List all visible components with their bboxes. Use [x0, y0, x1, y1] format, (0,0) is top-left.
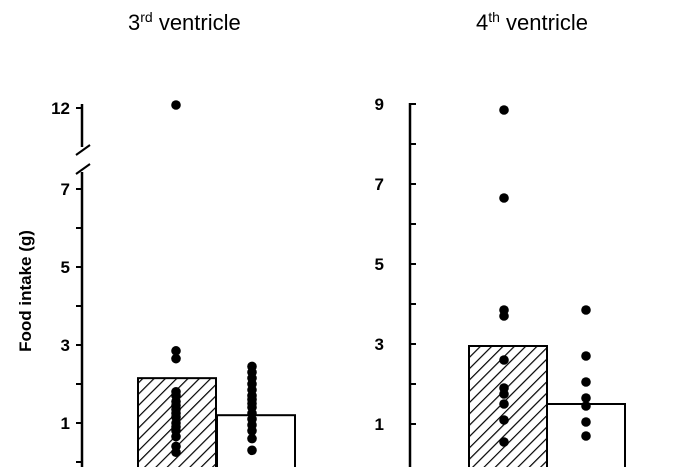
- data-point-open: [581, 377, 591, 387]
- y-tick-label-1: 1: [61, 414, 70, 433]
- y-tick-label-7: 7: [61, 180, 70, 199]
- y-axis-3rd: [75, 104, 91, 467]
- y-ticks-4th: [410, 103, 416, 425]
- y-axis-title: Food intake (g): [16, 230, 35, 352]
- points-3rd: [171, 100, 257, 458]
- data-point-open: [581, 393, 591, 403]
- data-point-hatched: [499, 415, 509, 425]
- y-ticks-3rd: [76, 107, 82, 463]
- data-point-hatched: [171, 353, 181, 364]
- data-point-hatched: [499, 193, 509, 203]
- y-tick-label-3: 3: [375, 335, 384, 354]
- panel-4th-ventricle: 4th ventricle 1 3 5 7 9: [375, 9, 626, 467]
- data-point-hatched: [171, 346, 181, 356]
- y-tick-label-5: 5: [61, 258, 70, 277]
- y-tick-label-5: 5: [375, 255, 384, 274]
- data-point-hatched: [499, 311, 509, 321]
- y-tick-labels-4th: 1 3 5 7 9: [375, 95, 384, 434]
- y-tick-labels-3rd: 1 3 5 7 12: [51, 99, 70, 433]
- data-point-open: [247, 445, 257, 456]
- y-tick-label-3: 3: [61, 336, 70, 355]
- panel-title-3rd: 3rd ventricle: [128, 9, 241, 35]
- data-point-hatched: [171, 431, 181, 442]
- data-point-open: [581, 305, 591, 315]
- data-point-hatched: [499, 389, 509, 399]
- data-point-open: [581, 417, 591, 427]
- bars-3rd: [137, 377, 296, 467]
- data-point-hatched: [499, 399, 509, 409]
- y-tick-label-1: 1: [375, 415, 384, 434]
- y-tick-label-7: 7: [375, 175, 384, 194]
- data-point-open: [581, 431, 591, 441]
- data-point-open: [247, 433, 257, 444]
- data-point-hatched: [499, 437, 509, 447]
- data-point-hatched: [171, 447, 181, 458]
- data-point-open: [581, 401, 591, 411]
- y-tick-label-9: 9: [375, 95, 384, 114]
- axis-break-marker: [75, 144, 91, 175]
- data-point-hatched: [499, 355, 509, 365]
- data-point-hatched: [171, 100, 181, 110]
- data-point-open: [581, 351, 591, 361]
- panel-title-4th: 4th ventricle: [476, 9, 588, 35]
- points-4th: [499, 105, 591, 447]
- bars-4th: [468, 345, 626, 467]
- data-point-hatched: [499, 105, 509, 115]
- data-point-open: [247, 426, 257, 436]
- y-tick-label-12: 12: [51, 99, 70, 118]
- panel-3rd-ventricle: 3rd ventricle Food intake (g) 1 3 5: [16, 9, 296, 467]
